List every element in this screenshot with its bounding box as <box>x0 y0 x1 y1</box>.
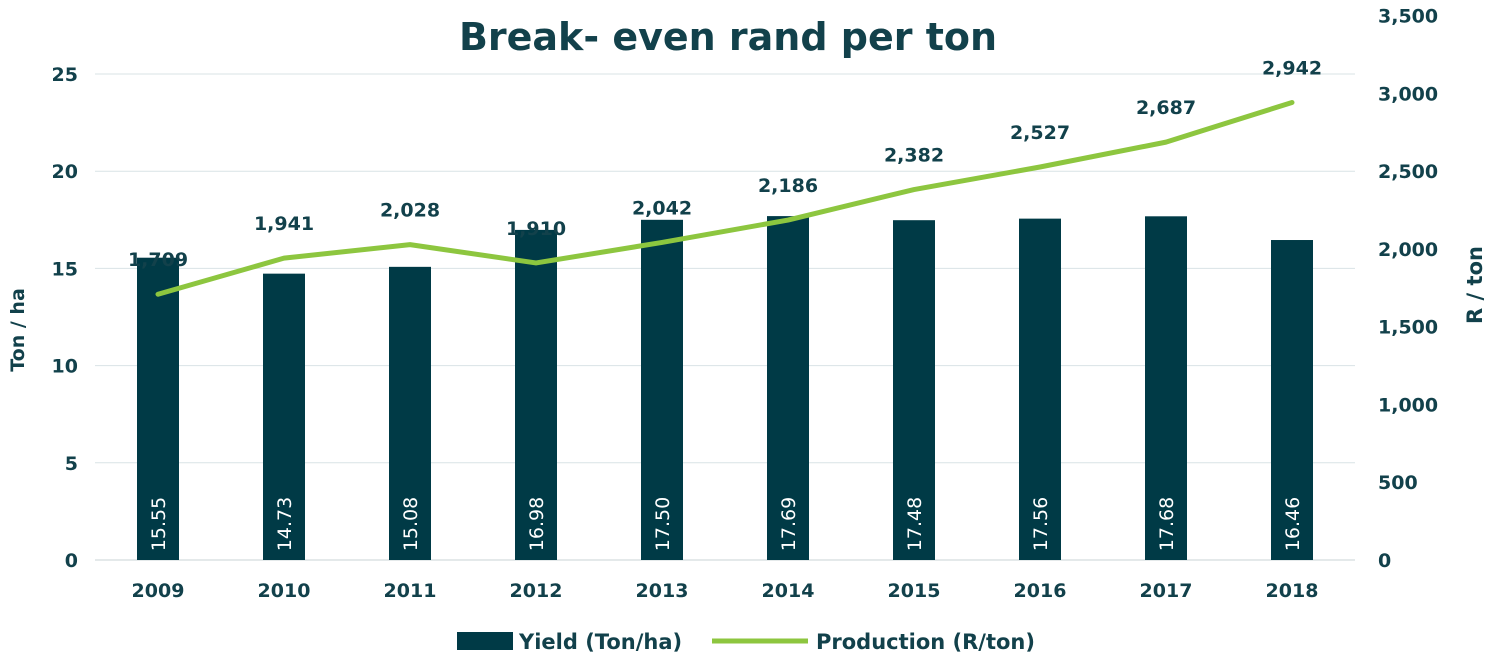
line-value-label: 1,709 <box>128 249 188 271</box>
line-value-label: 2,028 <box>380 200 440 222</box>
x-tick-label: 2014 <box>762 580 815 602</box>
x-tick-label: 2010 <box>258 580 311 602</box>
y-tick-label-left: 25 <box>52 64 78 86</box>
x-tick-label: 2016 <box>1014 580 1067 602</box>
line-series-production <box>158 102 1292 294</box>
line-value-label: 2,942 <box>1262 57 1322 79</box>
bar-value-label: 14.73 <box>274 497 296 551</box>
legend-label-yield: Yield (Ton/ha) <box>518 630 682 654</box>
y-tick-label-left: 10 <box>52 356 78 378</box>
bar-value-label: 15.55 <box>148 497 170 551</box>
y-tick-label-right: 500 <box>1378 472 1418 494</box>
bar-value-label: 15.08 <box>400 497 422 551</box>
y-tick-label-right: 3,500 <box>1378 6 1438 28</box>
y-tick-label-right: 1,500 <box>1378 317 1438 339</box>
bar-value-label: 16.46 <box>1282 497 1304 551</box>
line-value-label: 1,941 <box>254 213 314 235</box>
line-value-label: 2,042 <box>632 197 692 219</box>
y-tick-label-right: 2,000 <box>1378 239 1438 261</box>
x-tick-label: 2018 <box>1266 580 1319 602</box>
bar-value-label: 17.50 <box>652 497 674 551</box>
line-value-label: 2,687 <box>1136 97 1196 119</box>
x-tick-label: 2009 <box>132 580 185 602</box>
line-value-label: 1,910 <box>506 218 566 240</box>
y-tick-label-right: 2,500 <box>1378 161 1438 183</box>
line-value-label: 2,186 <box>758 175 818 197</box>
y-axis-title-right: R / ton <box>1463 246 1487 324</box>
bar-value-label: 17.56 <box>1030 497 1052 551</box>
x-tick-label: 2012 <box>510 580 563 602</box>
y-tick-label-left: 0 <box>65 550 78 572</box>
y-tick-label-left: 5 <box>65 453 78 475</box>
bar-value-label: 17.69 <box>778 497 800 551</box>
bar-value-label: 16.98 <box>526 497 548 551</box>
line-value-label: 2,527 <box>1010 122 1070 144</box>
chart-title: Break- even rand per ton <box>459 15 997 59</box>
legend-label-production: Production (R/ton) <box>816 630 1035 654</box>
y-axis-title-left: Ton / ha <box>7 288 29 372</box>
x-tick-label: 2013 <box>636 580 689 602</box>
y-tick-label-right: 3,000 <box>1378 83 1438 105</box>
y-tick-label-right: 1,000 <box>1378 394 1438 416</box>
y-tick-label-left: 20 <box>52 161 78 183</box>
x-tick-label: 2017 <box>1140 580 1193 602</box>
x-tick-label: 2015 <box>888 580 941 602</box>
bar-value-label: 17.48 <box>904 497 926 551</box>
y-tick-label-right: 0 <box>1378 550 1391 572</box>
bar-value-label: 17.68 <box>1156 497 1178 551</box>
y-tick-label-left: 15 <box>52 258 78 280</box>
legend-swatch-yield <box>457 632 513 650</box>
line-value-label: 2,382 <box>884 145 944 167</box>
x-tick-label: 2011 <box>384 580 437 602</box>
